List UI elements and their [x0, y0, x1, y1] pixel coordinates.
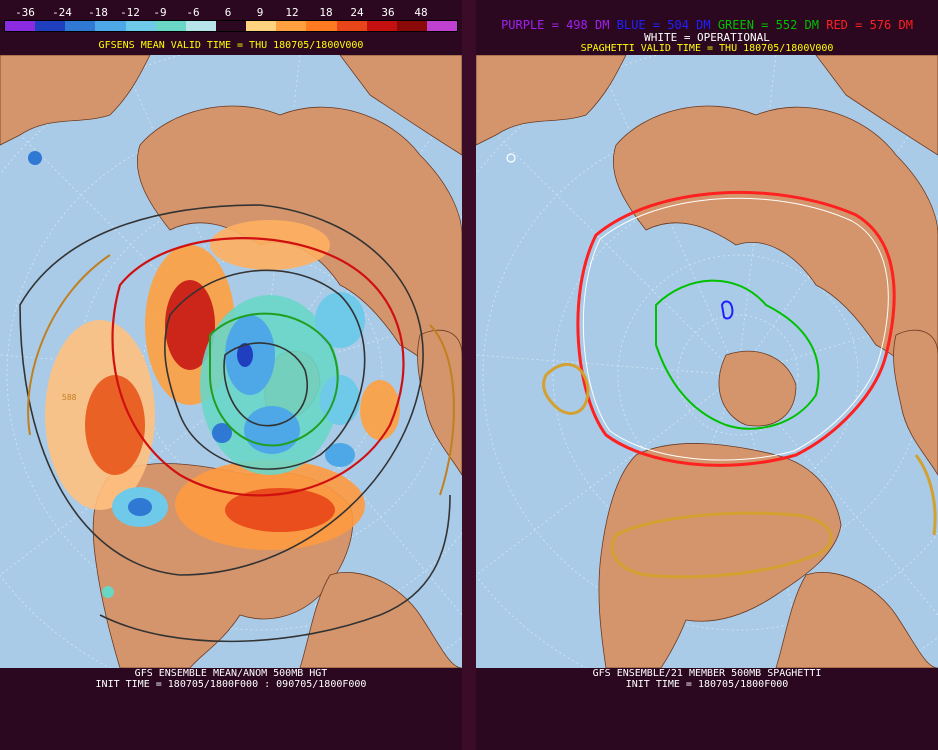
colorbar-swatch	[276, 21, 307, 31]
left-footer: GFS ENSEMBLE MEAN/ANOM 500MB HGT INIT TI…	[0, 668, 462, 690]
anomaly-colorbar	[4, 20, 458, 32]
colorbar-tick: -24	[52, 6, 72, 19]
colorbar-swatch	[35, 21, 66, 31]
mean-map-svg: 588	[0, 55, 462, 668]
colorbar-swatch	[95, 21, 126, 31]
height-contours	[19, 204, 455, 643]
contour-label: 588	[62, 393, 77, 402]
colorbar-tick: 48	[414, 6, 428, 19]
colorbar-tick: -12	[120, 6, 140, 19]
colorbar-tick: 12	[285, 6, 299, 19]
legend-green: GREEN = 552 DM	[717, 18, 819, 32]
spaghetti-legend: PURPLE = 498 DM BLUE = 504 DM GREEN = 55…	[476, 18, 938, 32]
colorbar-tick: -6	[186, 6, 200, 19]
negative-anomalies	[28, 151, 365, 598]
colorbar-swatch	[5, 21, 36, 31]
colorbar-tick-labels: -36 -24 -18 -12 -9 -6 6 9 12 18 24 36 48	[0, 6, 462, 20]
right-footer-line2: INIT TIME = 180705/1800F000	[625, 679, 789, 690]
right-footer-line1: GFS ENSEMBLE/21 MEMBER 500MB SPAGHETTI	[592, 668, 822, 679]
right-footer: GFS ENSEMBLE/21 MEMBER 500MB SPAGHETTI I…	[476, 668, 938, 690]
colorbar-swatch	[185, 21, 216, 31]
legend-blue: BLUE = 504 DM	[616, 18, 711, 32]
colorbar-swatch	[125, 21, 156, 31]
colorbar-tick: 9	[256, 6, 264, 19]
colorbar-swatch	[65, 21, 96, 31]
spaghetti-contours	[506, 153, 937, 579]
colorbar-swatch	[246, 21, 277, 31]
spaghetti-map	[476, 55, 938, 668]
ensemble-mean-panel: -36 -24 -18 -12 -9 -6 6 9 12 18 24 36 48…	[0, 0, 462, 750]
colorbar-tick: 36	[381, 6, 395, 19]
colorbar-tick: -36	[15, 6, 35, 19]
right-valid-time-title: SPAGHETTI VALID TIME = THU 180705/1800V0…	[580, 43, 834, 54]
colorbar-swatch	[336, 21, 367, 31]
operational-legend: WHITE = OPERATIONAL	[644, 31, 770, 44]
colorbar-swatch	[306, 21, 337, 31]
left-footer-line1: GFS ENSEMBLE MEAN/ANOM 500MB HGT	[134, 668, 328, 679]
spaghetti-panel: PURPLE = 498 DM BLUE = 504 DM GREEN = 55…	[476, 0, 938, 750]
left-footer-line2: INIT TIME = 180705/1800F000 : 090705/180…	[95, 679, 367, 690]
colorbar-tick: 18	[319, 6, 333, 19]
colorbar-tick: -18	[88, 6, 108, 19]
colorbar-swatch	[396, 21, 427, 31]
colorbar-tick: -9	[153, 6, 167, 19]
colorbar-swatch	[215, 21, 247, 31]
colorbar-tick: 24	[350, 6, 364, 19]
ensemble-mean-map: 588	[0, 55, 462, 668]
left-valid-time-title: GFSENS MEAN VALID TIME = THU 180705/1800…	[98, 40, 364, 51]
spaghetti-map-svg	[476, 55, 938, 668]
land-masses	[476, 55, 938, 668]
panel-divider	[462, 0, 476, 750]
colorbar-swatch	[155, 21, 186, 31]
colorbar-swatch	[366, 21, 397, 31]
colorbar-swatch	[426, 21, 458, 31]
colorbar-tick: 6	[224, 6, 232, 19]
legend-purple: PURPLE = 498 DM	[501, 18, 610, 32]
legend-red: RED = 576 DM	[826, 18, 913, 32]
